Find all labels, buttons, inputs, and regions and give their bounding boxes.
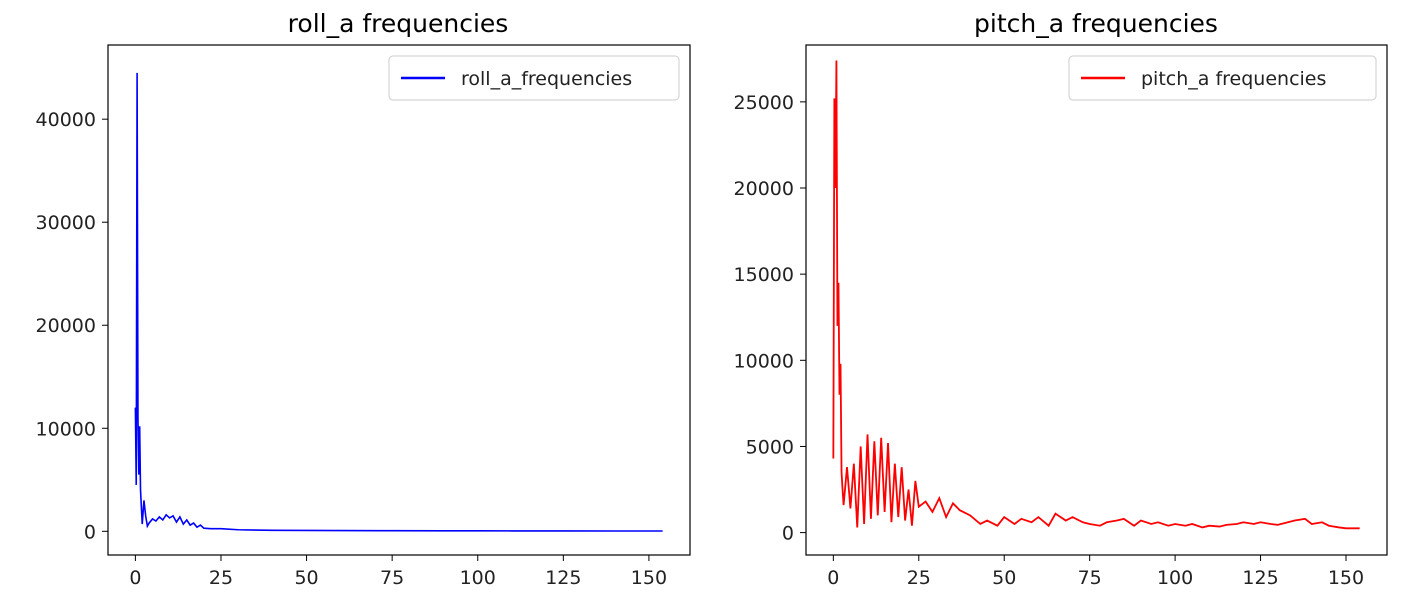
roll-chart-title: roll_a frequencies <box>288 9 509 38</box>
roll-y-tick-label: 0 <box>84 521 96 543</box>
roll-x-tick-label: 25 <box>209 567 233 589</box>
roll-x-tick-label: 75 <box>380 567 404 589</box>
roll-legend: roll_a_frequencies <box>388 55 680 101</box>
roll-y-ticks: 0 10000 20000 30000 40000 <box>36 109 108 543</box>
pitch-x-ticks: 0 25 50 75 100 125 150 <box>827 555 1364 589</box>
pitch-legend: pitch_a frequencies <box>1068 55 1377 101</box>
pitch-legend-label: pitch_a frequencies <box>1141 68 1326 90</box>
roll-y-tick-label: 20000 <box>36 315 96 337</box>
roll-x-tick-label: 100 <box>460 567 496 589</box>
pitch-x-tick-label: 25 <box>907 567 931 589</box>
roll-x-ticks: 0 25 50 75 100 125 150 <box>129 555 667 589</box>
roll-x-tick-label: 150 <box>631 567 667 589</box>
roll-y-tick-label: 40000 <box>36 109 96 131</box>
roll-legend-label: roll_a_frequencies <box>461 68 632 90</box>
pitch-legend-box <box>1068 55 1377 101</box>
pitch-plot: pitch_a frequencies 0 25 50 75 100 125 150 0 50… <box>734 9 1388 589</box>
roll-series-line <box>134 72 663 532</box>
pitch-y-tick-label: 10000 <box>734 350 794 372</box>
roll-x-tick-label: 50 <box>294 567 318 589</box>
pitch-y-tick-label: 15000 <box>734 264 794 286</box>
pitch-x-tick-label: 75 <box>1078 567 1102 589</box>
pitch-y-tick-label: 25000 <box>734 92 794 114</box>
pitch-x-tick-label: 50 <box>992 567 1016 589</box>
pitch-y-tick-label: 20000 <box>734 178 794 200</box>
pitch-y-tick-label: 0 <box>782 523 794 545</box>
roll-y-tick-label: 10000 <box>36 418 96 440</box>
roll-plot-frame <box>107 44 691 556</box>
roll-x-tick-label: 125 <box>545 567 581 589</box>
pitch-x-tick-label: 125 <box>1242 567 1278 589</box>
pitch-y-ticks: 0 5000 10000 15000 20000 25000 <box>734 92 806 545</box>
pitch-plot-frame <box>805 44 1388 556</box>
pitch-y-tick-label: 5000 <box>746 436 794 458</box>
roll-x-tick-label: 0 <box>129 567 141 589</box>
roll-y-tick-label: 30000 <box>36 212 96 234</box>
pitch-x-tick-label: 150 <box>1328 567 1364 589</box>
pitch-x-tick-label: 100 <box>1157 567 1193 589</box>
roll-legend-box <box>388 55 680 101</box>
pitch-x-tick-label: 0 <box>827 567 839 589</box>
roll-plot: roll_a frequencies 0 25 50 75 100 125 150 0 100… <box>36 9 691 589</box>
pitch-series-line <box>832 60 1360 530</box>
pitch-chart-title: pitch_a frequencies <box>974 9 1218 38</box>
